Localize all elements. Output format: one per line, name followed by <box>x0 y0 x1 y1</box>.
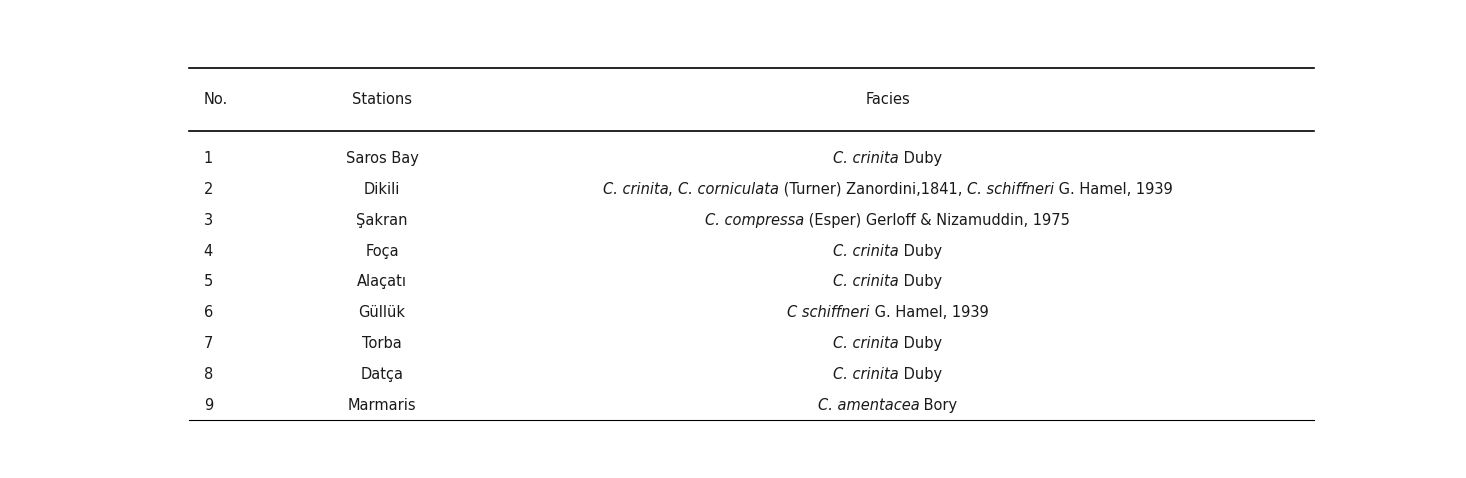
Text: 3: 3 <box>204 213 213 228</box>
Text: Duby: Duby <box>899 274 943 289</box>
Text: 9: 9 <box>204 398 213 413</box>
Text: Torba: Torba <box>362 336 402 351</box>
Text: 2: 2 <box>204 182 213 197</box>
Text: 7: 7 <box>204 336 213 351</box>
Text: C. crinita: C. crinita <box>833 367 899 382</box>
Text: 4: 4 <box>204 244 213 259</box>
Text: C. schiffneri: C. schiffneri <box>966 182 1054 197</box>
Text: Dikili: Dikili <box>364 182 400 197</box>
Text: Alaçatı: Alaçatı <box>358 274 408 289</box>
Text: C. crinita: C. crinita <box>833 274 899 289</box>
Text: 5: 5 <box>204 274 213 289</box>
Text: C. crinita: C. crinita <box>603 182 668 197</box>
Text: Stations: Stations <box>352 92 412 107</box>
Text: G. Hamel, 1939: G. Hamel, 1939 <box>869 305 988 320</box>
Text: G. Hamel, 1939: G. Hamel, 1939 <box>1054 182 1173 197</box>
Text: C. amentacea: C. amentacea <box>818 398 919 413</box>
Text: 6: 6 <box>204 305 213 320</box>
Text: C. corniculata: C. corniculata <box>677 182 778 197</box>
Text: 8: 8 <box>204 367 213 382</box>
Text: Duby: Duby <box>899 244 943 259</box>
Text: ,: , <box>668 182 677 197</box>
Text: Foça: Foça <box>365 244 399 259</box>
Text: C. crinita: C. crinita <box>833 336 899 351</box>
Text: Güllük: Güllük <box>359 305 406 320</box>
Text: 1: 1 <box>204 151 213 166</box>
Text: Duby: Duby <box>899 336 943 351</box>
Text: C schiffneri: C schiffneri <box>787 305 869 320</box>
Text: No.: No. <box>204 92 227 107</box>
Text: Marmaris: Marmaris <box>347 398 416 413</box>
Text: Datça: Datça <box>361 367 403 382</box>
Text: Duby: Duby <box>899 367 943 382</box>
Text: C. crinita: C. crinita <box>833 151 899 166</box>
Text: (Turner) Zanordini,1841,: (Turner) Zanordini,1841, <box>778 182 966 197</box>
Text: Saros Bay: Saros Bay <box>346 151 418 166</box>
Text: C. crinita: C. crinita <box>833 244 899 259</box>
Text: Facies: Facies <box>865 92 910 107</box>
Text: Şakran: Şakran <box>356 213 408 228</box>
Text: Bory: Bory <box>919 398 957 413</box>
Text: C. compressa: C. compressa <box>705 213 805 228</box>
Text: Duby: Duby <box>899 151 943 166</box>
Text: (Esper) Gerloff & Nizamuddin, 1975: (Esper) Gerloff & Nizamuddin, 1975 <box>805 213 1070 228</box>
